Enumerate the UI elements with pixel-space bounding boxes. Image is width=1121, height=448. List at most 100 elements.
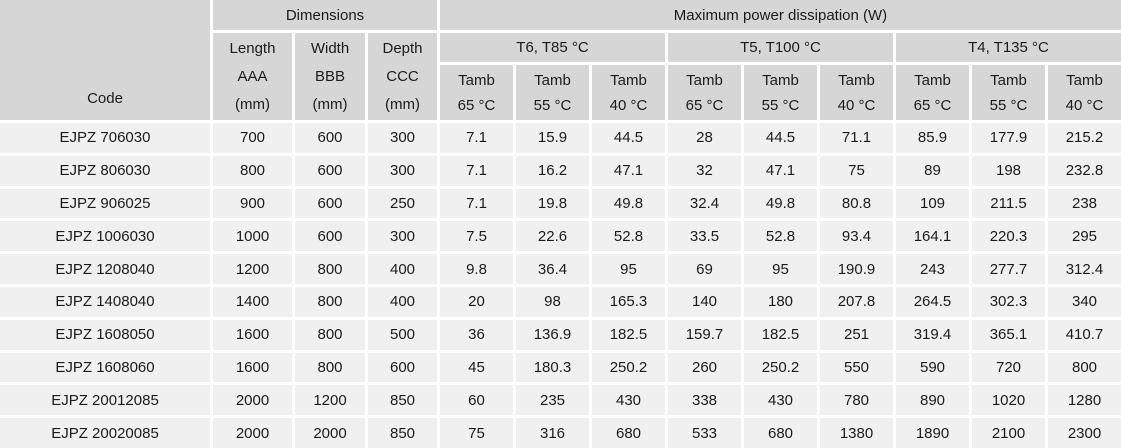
- row-depth-cell: 600: [368, 352, 437, 383]
- row-power-cell: 7.1: [440, 123, 513, 153]
- row-power-cell: 15.9: [516, 123, 589, 153]
- row-power-cell: 180.3: [516, 352, 589, 383]
- tamb-label: Tamb: [762, 71, 799, 89]
- depth-unit: (mm): [385, 95, 420, 113]
- tamb-label: Tamb: [686, 71, 723, 89]
- row-power-cell: 20: [440, 286, 513, 317]
- length-unit: (mm): [235, 95, 270, 113]
- row-power-cell: 410.7: [1048, 319, 1121, 350]
- tamb-temp: 40 °C: [837, 96, 876, 114]
- row-power-cell: 365.1: [972, 319, 1045, 350]
- row-depth-cell: 300: [368, 123, 437, 153]
- row-power-cell: 680: [744, 418, 817, 448]
- row-code-cell: EJPZ 706030: [0, 123, 210, 153]
- width-label: Width: [310, 39, 350, 57]
- row-power-cell: 890: [896, 385, 969, 416]
- row-code-cell: EJPZ 906025: [0, 188, 210, 219]
- row-power-cell: 2300: [1048, 418, 1121, 448]
- header-tamb-t5-40: Tamb 40 °C: [820, 65, 893, 120]
- row-length-cell: 2000: [213, 418, 292, 448]
- row-power-cell: 49.8: [592, 188, 665, 219]
- row-length-cell: 1200: [213, 254, 292, 284]
- row-power-cell: 52.8: [744, 221, 817, 252]
- row-depth-cell: 400: [368, 286, 437, 317]
- row-length-cell: 1600: [213, 319, 292, 350]
- header-depth: Depth CCC (mm): [368, 33, 437, 120]
- row-width-cell: 600: [295, 188, 365, 219]
- row-power-cell: 211.5: [972, 188, 1045, 219]
- row-depth-cell: 500: [368, 319, 437, 350]
- row-power-cell: 260: [668, 352, 741, 383]
- row-power-cell: 180: [744, 286, 817, 317]
- row-power-cell: 295: [1048, 221, 1121, 252]
- row-power-cell: 60: [440, 385, 513, 416]
- row-depth-cell: 850: [368, 385, 437, 416]
- row-power-cell: 550: [820, 352, 893, 383]
- row-length-cell: 800: [213, 155, 292, 186]
- row-length-cell: 1600: [213, 352, 292, 383]
- row-power-cell: 19.8: [516, 188, 589, 219]
- tamb-label: Tamb: [458, 71, 495, 89]
- width-unit: (mm): [312, 95, 348, 113]
- header-tamb-t4-40: Tamb 40 °C: [1048, 65, 1121, 120]
- row-width-cell: 600: [295, 155, 365, 186]
- row-power-cell: 198: [972, 155, 1045, 186]
- row-power-cell: 44.5: [592, 123, 665, 153]
- tamb-temp: 65 °C: [913, 96, 952, 114]
- row-power-cell: 44.5: [744, 123, 817, 153]
- row-power-cell: 316: [516, 418, 589, 448]
- row-code-cell: EJPZ 806030: [0, 155, 210, 186]
- row-depth-cell: 400: [368, 254, 437, 284]
- row-power-cell: 95: [744, 254, 817, 284]
- tamb-temp: 40 °C: [609, 96, 648, 114]
- row-power-cell: 277.7: [972, 254, 1045, 284]
- row-power-cell: 302.3: [972, 286, 1045, 317]
- row-code-cell: EJPZ 1208040: [0, 254, 210, 284]
- header-temp-class-t5: T5, T100 °C: [668, 33, 893, 62]
- row-power-cell: 340: [1048, 286, 1121, 317]
- row-power-cell: 52.8: [592, 221, 665, 252]
- row-width-cell: 800: [295, 319, 365, 350]
- tamb-temp: 55 °C: [989, 96, 1028, 114]
- width-designator: BBB: [314, 67, 345, 85]
- row-power-cell: 182.5: [744, 319, 817, 350]
- header-tamb-t6-65: Tamb 65 °C: [440, 65, 513, 120]
- header-length: Length AAA (mm): [213, 33, 292, 120]
- row-length-cell: 2000: [213, 385, 292, 416]
- row-power-cell: 220.3: [972, 221, 1045, 252]
- row-power-cell: 7.1: [440, 155, 513, 186]
- row-power-cell: 9.8: [440, 254, 513, 284]
- header-dimensions-group: Dimensions: [213, 0, 437, 30]
- row-width-cell: 800: [295, 286, 365, 317]
- row-power-cell: 207.8: [820, 286, 893, 317]
- tamb-temp: 55 °C: [761, 96, 800, 114]
- header-tamb-t4-65: Tamb 65 °C: [896, 65, 969, 120]
- row-power-cell: 36.4: [516, 254, 589, 284]
- row-length-cell: 700: [213, 123, 292, 153]
- tamb-label: Tamb: [610, 71, 647, 89]
- row-power-cell: 338: [668, 385, 741, 416]
- row-power-cell: 22.6: [516, 221, 589, 252]
- header-tamb-t5-65: Tamb 65 °C: [668, 65, 741, 120]
- row-power-cell: 800: [1048, 352, 1121, 383]
- row-power-cell: 47.1: [744, 155, 817, 186]
- row-length-cell: 900: [213, 188, 292, 219]
- row-power-cell: 243: [896, 254, 969, 284]
- row-power-cell: 177.9: [972, 123, 1045, 153]
- row-code-cell: EJPZ 1608060: [0, 352, 210, 383]
- row-depth-cell: 300: [368, 155, 437, 186]
- row-power-cell: 98: [516, 286, 589, 317]
- row-power-cell: 250.2: [744, 352, 817, 383]
- header-tamb-t6-40: Tamb 40 °C: [592, 65, 665, 120]
- row-power-cell: 45: [440, 352, 513, 383]
- tamb-label: Tamb: [990, 71, 1027, 89]
- row-power-cell: 32: [668, 155, 741, 186]
- header-tamb-t4-55: Tamb 55 °C: [972, 65, 1045, 120]
- row-power-cell: 238: [1048, 188, 1121, 219]
- row-power-cell: 533: [668, 418, 741, 448]
- tamb-label: Tamb: [914, 71, 951, 89]
- row-power-cell: 49.8: [744, 188, 817, 219]
- row-power-cell: 140: [668, 286, 741, 317]
- header-tamb-t6-55: Tamb 55 °C: [516, 65, 589, 120]
